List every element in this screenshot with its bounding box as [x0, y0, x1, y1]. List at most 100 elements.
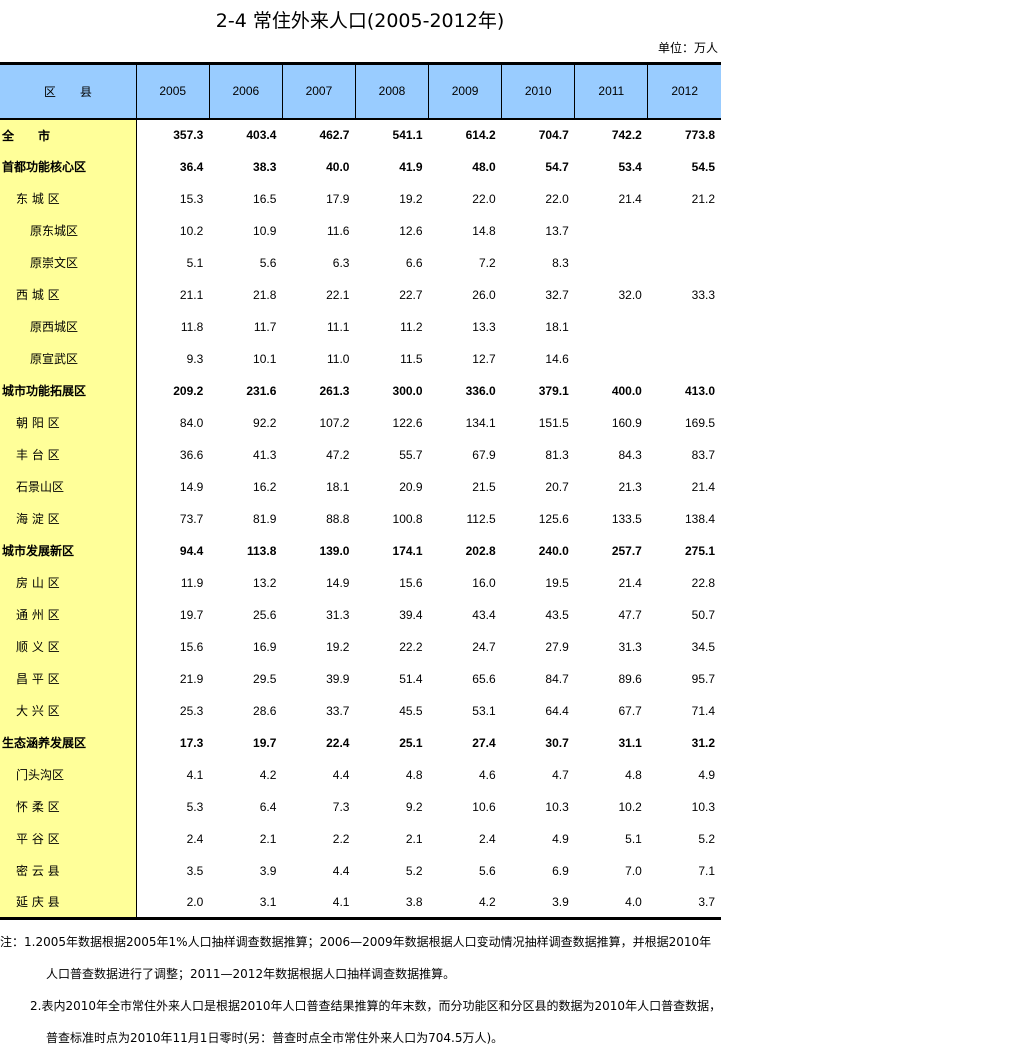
value-cell: 16.0	[472, 575, 496, 590]
value-cell: 22.0	[472, 191, 496, 206]
value-cell: 89.6	[618, 671, 642, 686]
value-cell: 54.7	[545, 159, 569, 174]
district-name: 怀 柔 区	[0, 790, 137, 823]
value-cell: 30.7	[545, 735, 569, 750]
value-cell: 3.7	[647, 886, 721, 920]
value-cell: 4.9	[552, 831, 569, 846]
value-cell: 53.1	[472, 703, 496, 718]
value-cell: 357.3	[173, 128, 204, 142]
value-cell: 21.4	[618, 191, 642, 206]
value-cell: 138.4	[684, 511, 715, 526]
value-cell: 5.2	[405, 863, 423, 878]
value-cell: 25.1	[399, 735, 423, 750]
header-district: 区 县	[0, 62, 137, 120]
value-cell: 9.3	[186, 351, 204, 366]
value-cell: 4.1	[282, 886, 356, 920]
value-cell: 174.1	[392, 543, 423, 558]
value-cell: 34.5	[691, 639, 715, 654]
value-cell: 14.9	[179, 479, 204, 494]
table-row: 密 云 县 3.5 3.9 4.4 5.2 5.6 6.9 7.0 7.1	[0, 854, 721, 887]
table-row: 东 城 区 15.3 16.5 17.9 19.2 22.0 22.0 21.4 21.2	[0, 182, 721, 215]
header-row: 区 县 2005 2006 2007 2008 2009 2010 2011 2012	[0, 62, 721, 120]
note-line: 2.表内2010年全市常住外来人口是根据2010年人口普查结果推算的年末数，而分…	[30, 999, 722, 1013]
value-cell: 64.4	[545, 703, 569, 718]
value-cell: 84.7	[545, 671, 569, 686]
value-cell: 22.0	[545, 191, 569, 206]
value-cell: 231.6	[246, 383, 277, 398]
value-cell: 40.0	[326, 159, 350, 174]
value-cell: 19.7	[253, 735, 277, 750]
value-cell: 3.8	[355, 886, 429, 920]
value-cell: 4.2	[259, 767, 277, 782]
notes: 注：1.2005年数据根据2005年1%人口抽样调查数据推算；2006—2009…	[0, 930, 721, 1058]
value-cell: 32.0	[618, 287, 642, 302]
value-cell: 27.9	[545, 639, 569, 654]
district-name: 门头沟区	[0, 758, 137, 791]
header-year: 2008	[354, 62, 429, 120]
value-cell: 10.6	[472, 799, 496, 814]
district-name: 通 州 区	[0, 598, 137, 631]
value-cell: 88.8	[326, 511, 350, 526]
value-cell: 18.1	[545, 319, 569, 334]
value-cell: 21.4	[618, 575, 642, 590]
value-cell: 4.8	[405, 767, 423, 782]
value-cell: 94.4	[179, 543, 204, 558]
value-cell: 4.4	[332, 863, 350, 878]
value-cell: 257.7	[611, 543, 642, 558]
value-cell: 31.3	[326, 607, 350, 622]
value-cell: 11.5	[400, 351, 423, 366]
value-cell: 462.7	[319, 128, 350, 142]
value-cell: 14.9	[326, 575, 350, 590]
value-cell: 10.2	[618, 799, 642, 814]
district-name: 延 庆 县	[0, 886, 137, 920]
district-name: 石景山区	[0, 470, 137, 503]
value-cell: 47.7	[618, 607, 642, 622]
value-cell: 84.3	[618, 447, 642, 462]
value-cell: 403.4	[246, 128, 277, 142]
header-year: 2009	[428, 62, 502, 120]
table-row: 原东城区 10.2 10.9 11.6 12.6 14.8 13.7	[0, 214, 721, 247]
value-cell: 240.0	[538, 543, 569, 558]
district-name: 朝 阳 区	[0, 406, 137, 439]
value-cell: 4.6	[478, 767, 496, 782]
value-cell: 2.4	[186, 831, 204, 846]
value-cell	[648, 343, 721, 375]
value-cell: 3.9	[501, 886, 575, 920]
value-cell: 614.2	[465, 128, 496, 142]
value-cell: 160.9	[611, 415, 642, 430]
value-cell: 11.6	[327, 223, 350, 238]
value-cell: 43.5	[545, 607, 569, 622]
value-cell: 83.7	[691, 447, 715, 462]
value-cell: 22.8	[691, 575, 715, 590]
value-cell: 67.7	[618, 703, 642, 718]
district-name: 大 兴 区	[0, 694, 137, 727]
value-cell: 151.5	[538, 415, 569, 430]
value-cell: 25.6	[253, 607, 277, 622]
value-cell: 21.2	[691, 191, 715, 206]
value-cell: 81.3	[545, 447, 569, 462]
value-cell: 48.0	[472, 159, 496, 174]
value-cell: 38.3	[253, 159, 277, 174]
table-row: 通 州 区 19.7 25.6 31.3 39.4 43.4 43.5 47.7 50.7	[0, 598, 721, 631]
value-cell: 21.3	[618, 479, 642, 494]
value-cell: 33.3	[691, 287, 715, 302]
header-year: 2007	[281, 62, 356, 120]
value-cell: 17.3	[179, 735, 204, 750]
value-cell: 17.9	[326, 191, 350, 206]
value-cell	[648, 311, 721, 343]
value-cell: 261.3	[319, 383, 350, 398]
value-cell: 67.9	[472, 447, 496, 462]
value-cell: 55.7	[399, 447, 423, 462]
value-cell: 43.4	[472, 607, 496, 622]
district-name: 顺 义 区	[0, 630, 137, 663]
value-cell: 400.0	[611, 383, 642, 398]
value-cell: 10.9	[253, 223, 277, 238]
value-cell: 13.7	[545, 223, 569, 238]
value-cell: 12.7	[472, 351, 496, 366]
value-cell: 2.2	[332, 831, 350, 846]
district-name: 生态涵养发展区	[0, 726, 137, 759]
value-cell: 139.0	[319, 543, 350, 558]
table-row: 丰 台 区 36.6 41.3 47.2 55.7 67.9 81.3 84.3 83.7	[0, 438, 721, 471]
value-cell: 2.0	[136, 886, 210, 920]
header-year: 2011	[574, 62, 648, 120]
